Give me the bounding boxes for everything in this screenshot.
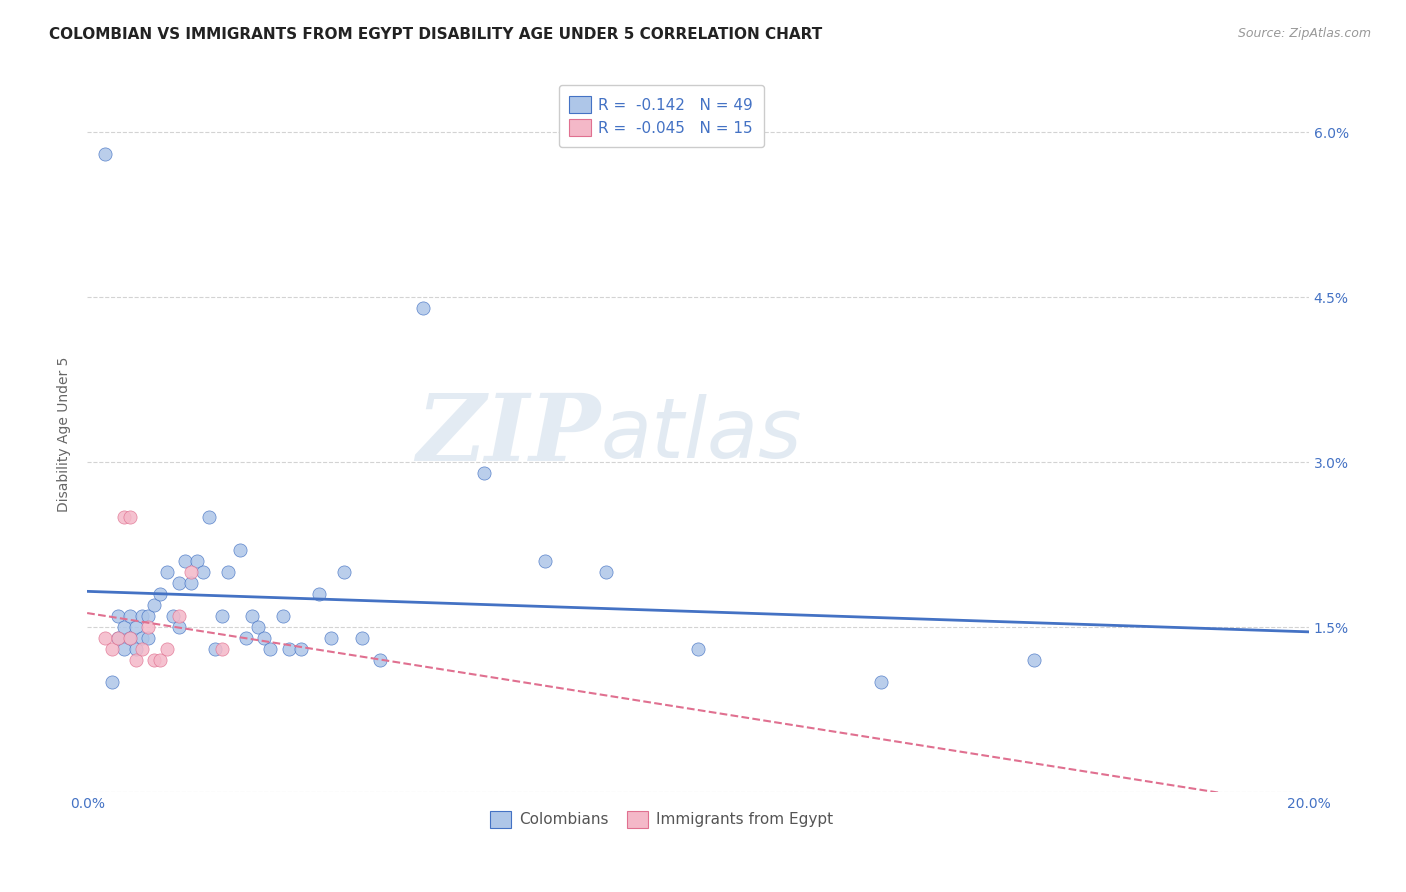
Point (167, 576, 190, 591)
Text: ZIP: ZIP (416, 390, 600, 480)
Point (131, 642, 153, 657)
Point (240, 609, 263, 624)
Point (118, 510, 141, 524)
Text: COLOMBIAN VS IMMIGRANTS FROM EGYPT DISABILITY AGE UNDER 5 CORRELATION CHART: COLOMBIAN VS IMMIGRANTS FROM EGYPT DISAB… (49, 27, 823, 42)
Point (112, 510, 135, 524)
Point (167, 620, 190, 634)
Point (271, 609, 294, 624)
Point (155, 642, 177, 657)
Point (235, 631, 257, 645)
Point (412, 301, 434, 316)
Point (118, 631, 141, 645)
Point (136, 631, 159, 645)
Point (107, 631, 129, 645)
Point (370, 653, 392, 667)
Point (149, 587, 172, 601)
Point (143, 653, 166, 667)
Point (193, 565, 215, 579)
Point (149, 653, 172, 667)
Point (162, 609, 184, 624)
Point (259, 642, 281, 657)
Point (217, 565, 239, 579)
Point (131, 609, 153, 624)
Point (100, 642, 122, 657)
Point (472, 466, 495, 480)
Point (94, 147, 117, 161)
Point (534, 554, 557, 568)
Point (332, 565, 354, 579)
Point (107, 631, 129, 645)
Point (136, 620, 159, 634)
Point (118, 609, 141, 624)
Point (125, 653, 148, 667)
Point (211, 642, 233, 657)
Point (94, 631, 117, 645)
Point (180, 576, 202, 591)
Point (125, 642, 148, 657)
Point (321, 631, 343, 645)
Point (125, 620, 148, 634)
Text: atlas: atlas (600, 394, 801, 475)
Point (131, 631, 153, 645)
Point (100, 675, 122, 690)
Point (155, 565, 177, 579)
Point (186, 554, 208, 568)
Point (247, 620, 270, 634)
Point (686, 642, 709, 657)
Point (1022, 653, 1045, 667)
Point (290, 642, 312, 657)
Point (308, 587, 330, 601)
Point (253, 631, 276, 645)
Point (167, 609, 190, 624)
Point (118, 631, 141, 645)
Point (277, 642, 299, 657)
Point (229, 543, 252, 558)
Point (204, 642, 226, 657)
Point (350, 631, 373, 645)
Legend: Colombians, Immigrants from Egypt: Colombians, Immigrants from Egypt (484, 805, 839, 834)
Point (136, 609, 159, 624)
Point (107, 609, 129, 624)
Point (143, 598, 166, 612)
Point (211, 609, 233, 624)
Point (180, 565, 202, 579)
Point (173, 554, 195, 568)
Text: Source: ZipAtlas.com: Source: ZipAtlas.com (1237, 27, 1371, 40)
Point (198, 510, 221, 524)
Point (870, 675, 893, 690)
Point (112, 642, 135, 657)
Y-axis label: Disability Age Under 5: Disability Age Under 5 (58, 357, 72, 512)
Point (595, 565, 617, 579)
Point (112, 620, 135, 634)
